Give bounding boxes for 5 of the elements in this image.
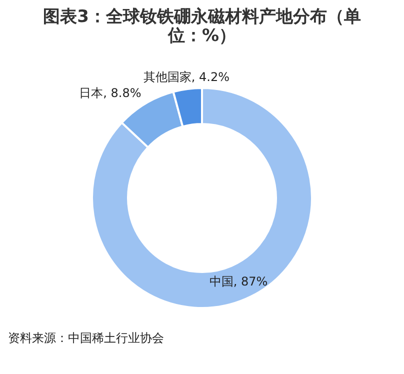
slice-label: 其他国家, 4.2% — [143, 70, 230, 84]
chart-title: 图表3：全球钕铁硼永磁材料产地分布（单位：%） — [42, 7, 362, 46]
slice-label: 日本, 8.8% — [79, 86, 142, 100]
slice-label: 中国, 87% — [209, 274, 268, 289]
text: 资料来源：中国稀土行业协会 — [8, 330, 164, 347]
